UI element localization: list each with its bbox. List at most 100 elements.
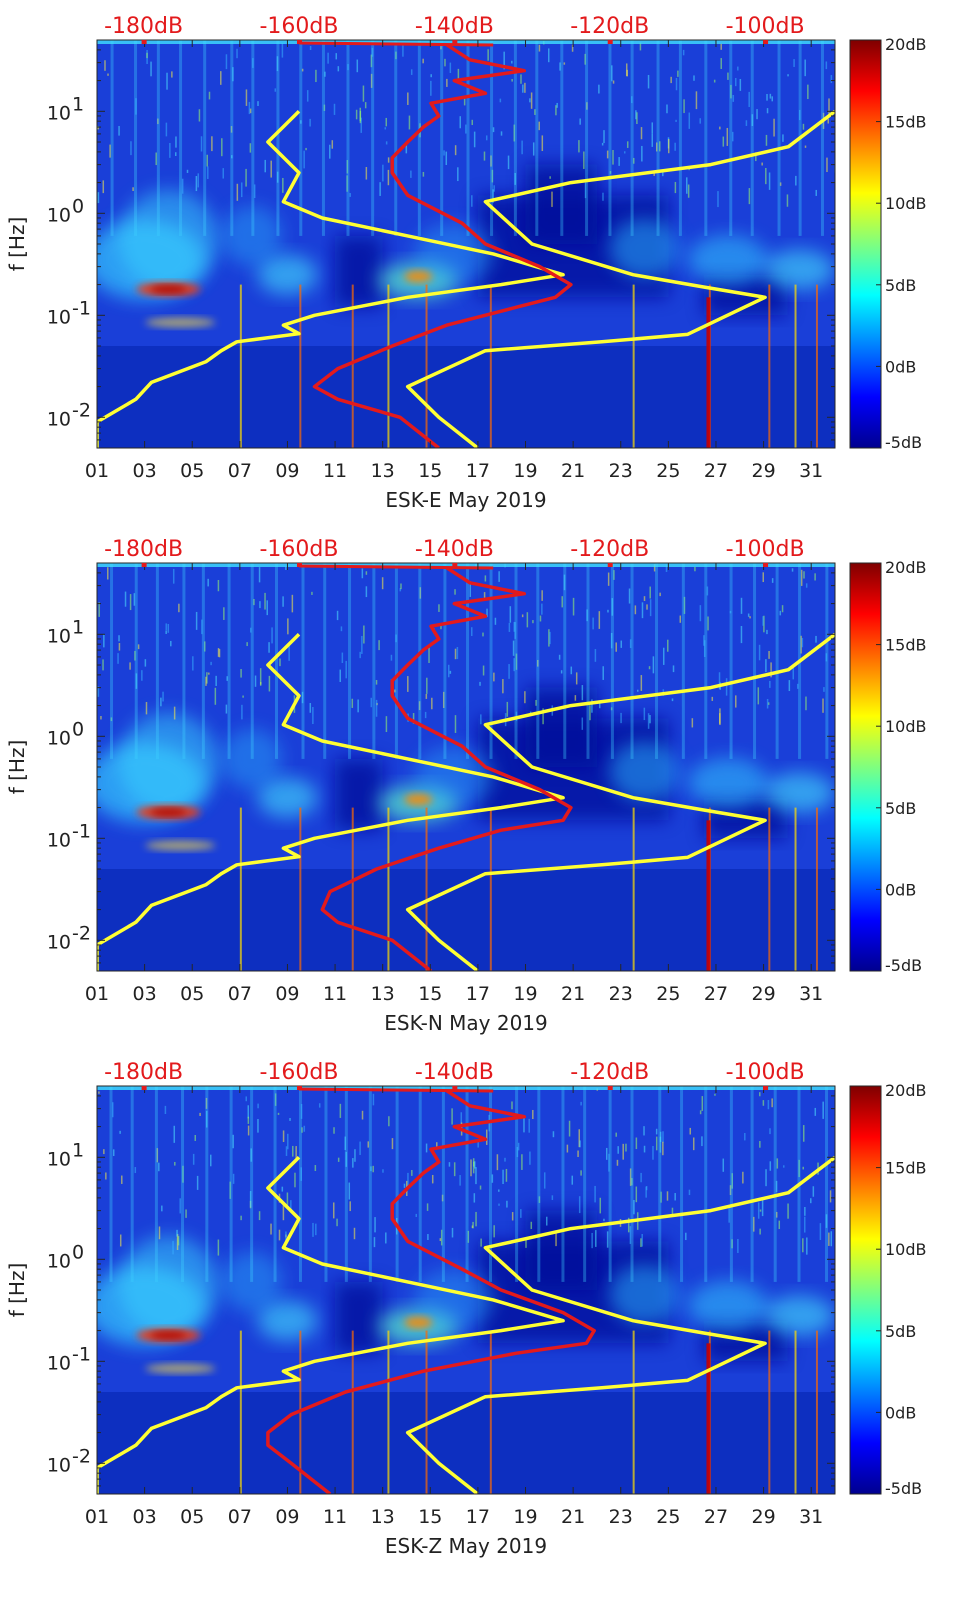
- db-axis-label: -100dB: [726, 1060, 805, 1085]
- y-tick-label: 10: [47, 1250, 71, 1272]
- y-tick-label: 10: [47, 931, 71, 953]
- colorbar-label: 20dB: [885, 558, 927, 577]
- y-tick-label: 10: [47, 625, 71, 647]
- colorbar-label: 0dB: [885, 357, 916, 376]
- y-axis-title: f [Hz]: [5, 1263, 29, 1318]
- colorbar-label: 15dB: [885, 636, 927, 655]
- db-axis-marker: [607, 40, 613, 44]
- y-tick-label: 10: [47, 204, 71, 226]
- y-tick-label: 10: [47, 1454, 71, 1476]
- x-tick-label: 05: [180, 1506, 204, 1528]
- x-tick-label: 15: [418, 460, 442, 482]
- x-tick-label: 29: [751, 460, 775, 482]
- x-tick-label: 11: [323, 983, 347, 1005]
- colorbar: [849, 39, 882, 449]
- x-tick-label: 27: [704, 983, 728, 1005]
- x-tick-label: 31: [799, 1506, 823, 1528]
- y-tick-exponent: -1: [72, 1343, 91, 1365]
- spectrogram-image: [97, 1086, 835, 1494]
- colorbar-label: -5dB: [885, 956, 922, 975]
- x-tick-label: 03: [133, 983, 157, 1005]
- spectrogram-image: [97, 40, 835, 448]
- db-axis-marker: [296, 40, 302, 44]
- red-noise-model-curve: [312, 43, 573, 448]
- x-tick-label: 01: [85, 460, 109, 482]
- y-tick-label: 10: [47, 1148, 71, 1170]
- x-tick-label: 07: [228, 983, 252, 1005]
- colorbar-label: -5dB: [885, 1479, 922, 1498]
- yellow-left-curve: [97, 1156, 565, 1494]
- yellow-left-curve: [97, 633, 565, 971]
- spectrogram-image: [97, 563, 835, 971]
- y-tick-exponent: 0: [72, 195, 84, 217]
- db-axis-marker: [296, 1086, 302, 1090]
- db-axis-marker: [452, 40, 458, 44]
- x-tick-label: 23: [609, 1506, 633, 1528]
- x-tick-label: 21: [561, 1506, 585, 1528]
- x-tick-label: 19: [513, 460, 537, 482]
- y-tick-exponent: -2: [72, 922, 91, 944]
- x-tick-label: 13: [371, 1506, 395, 1528]
- x-tick-label: 21: [561, 983, 585, 1005]
- y-tick-label: 10: [47, 829, 71, 851]
- db-axis-marker: [141, 563, 147, 567]
- colorbar: [849, 562, 882, 972]
- x-tick-label: 27: [704, 460, 728, 482]
- x-tick-label: 05: [180, 460, 204, 482]
- y-axis-title: f [Hz]: [5, 740, 29, 795]
- x-tick-label: 01: [85, 983, 109, 1005]
- x-tick-label: 21: [561, 460, 585, 482]
- y-tick-exponent: 1: [72, 1139, 84, 1161]
- x-tick-label: 25: [656, 983, 680, 1005]
- x-tick-label: 17: [466, 460, 490, 482]
- x-tick-label: 11: [323, 1506, 347, 1528]
- y-tick-label: 10: [47, 727, 71, 749]
- yellow-right-curve: [405, 1155, 835, 1494]
- y-tick-exponent: -2: [72, 399, 91, 421]
- x-tick-label: 07: [228, 1506, 252, 1528]
- colorbar-label: 0dB: [885, 1403, 916, 1422]
- x-axis-title: ESK-E May 2019: [385, 488, 546, 512]
- db-axis-label: -160dB: [259, 537, 338, 562]
- db-axis-label: -120dB: [570, 537, 649, 562]
- x-tick-label: 31: [799, 983, 823, 1005]
- colorbar-label: 10dB: [885, 194, 927, 213]
- db-axis-marker: [607, 563, 613, 567]
- red-noise-model-top-segment: [298, 1087, 494, 1093]
- x-tick-label: 15: [418, 1506, 442, 1528]
- x-tick-label: 13: [371, 460, 395, 482]
- y-tick-exponent: -2: [72, 1445, 91, 1467]
- db-axis-label: -100dB: [726, 537, 805, 562]
- db-axis-marker: [141, 40, 147, 44]
- y-tick-label: 10: [47, 102, 71, 124]
- yellow-left-curve: [97, 110, 565, 448]
- y-tick-exponent: 0: [72, 1241, 84, 1263]
- x-tick-label: 09: [275, 1506, 299, 1528]
- x-tick-label: 31: [799, 460, 823, 482]
- x-tick-label: 15: [418, 983, 442, 1005]
- red-noise-model-top-segment: [298, 41, 494, 47]
- x-tick-label: 19: [513, 1506, 537, 1528]
- colorbar-label: -5dB: [885, 433, 922, 452]
- db-axis-label: -100dB: [726, 14, 805, 39]
- y-axis-title: f [Hz]: [5, 217, 29, 272]
- y-tick-exponent: -1: [72, 820, 91, 842]
- x-tick-label: 03: [133, 460, 157, 482]
- db-axis-label: -120dB: [570, 1060, 649, 1085]
- y-tick-label: 10: [47, 1352, 71, 1374]
- db-axis-label: -180dB: [104, 14, 183, 39]
- db-axis-marker: [763, 563, 769, 567]
- x-tick-label: 07: [228, 460, 252, 482]
- colorbar-label: 20dB: [885, 1081, 927, 1100]
- x-tick-label: 13: [371, 983, 395, 1005]
- x-tick-label: 17: [466, 1506, 490, 1528]
- yellow-right-curve: [405, 109, 835, 448]
- x-tick-label: 09: [275, 460, 299, 482]
- x-tick-label: 23: [609, 983, 633, 1005]
- x-tick-label: 25: [656, 460, 680, 482]
- db-axis-label: -180dB: [104, 537, 183, 562]
- db-axis-label: -140dB: [415, 14, 494, 39]
- x-tick-label: 03: [133, 1506, 157, 1528]
